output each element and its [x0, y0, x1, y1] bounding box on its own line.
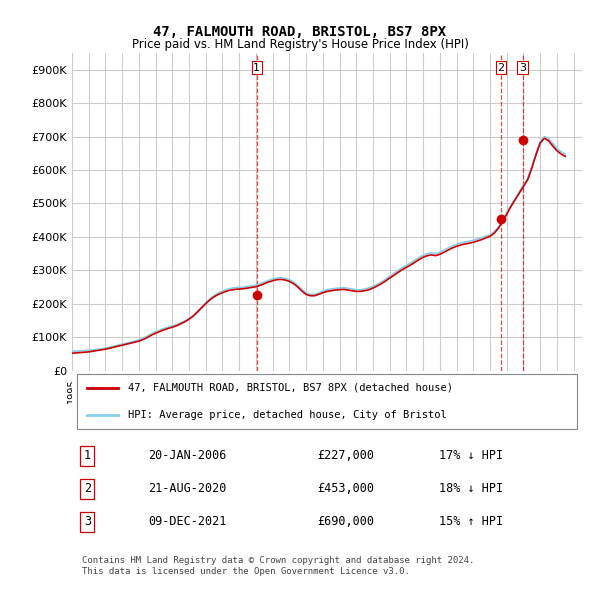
Text: £227,000: £227,000: [317, 450, 374, 463]
Text: 2: 2: [497, 63, 505, 73]
Text: 3: 3: [519, 63, 526, 73]
Text: 18% ↓ HPI: 18% ↓ HPI: [439, 482, 503, 496]
Text: 1: 1: [253, 63, 260, 73]
Text: 47, FALMOUTH ROAD, BRISTOL, BS7 8PX: 47, FALMOUTH ROAD, BRISTOL, BS7 8PX: [154, 25, 446, 40]
FancyBboxPatch shape: [77, 373, 577, 428]
Text: £453,000: £453,000: [317, 482, 374, 496]
Text: HPI: Average price, detached house, City of Bristol: HPI: Average price, detached house, City…: [128, 409, 447, 419]
Text: Contains HM Land Registry data © Crown copyright and database right 2024.
This d: Contains HM Land Registry data © Crown c…: [82, 556, 475, 576]
Text: 1: 1: [84, 450, 91, 463]
Text: 2: 2: [84, 482, 91, 496]
Text: 15% ↑ HPI: 15% ↑ HPI: [439, 515, 503, 528]
Text: £690,000: £690,000: [317, 515, 374, 528]
Text: 3: 3: [84, 515, 91, 528]
Text: 47, FALMOUTH ROAD, BRISTOL, BS7 8PX (detached house): 47, FALMOUTH ROAD, BRISTOL, BS7 8PX (det…: [128, 383, 453, 393]
Text: 20-JAN-2006: 20-JAN-2006: [149, 450, 227, 463]
Text: 21-AUG-2020: 21-AUG-2020: [149, 482, 227, 496]
Text: 17% ↓ HPI: 17% ↓ HPI: [439, 450, 503, 463]
Text: Price paid vs. HM Land Registry's House Price Index (HPI): Price paid vs. HM Land Registry's House …: [131, 38, 469, 51]
Text: 09-DEC-2021: 09-DEC-2021: [149, 515, 227, 528]
